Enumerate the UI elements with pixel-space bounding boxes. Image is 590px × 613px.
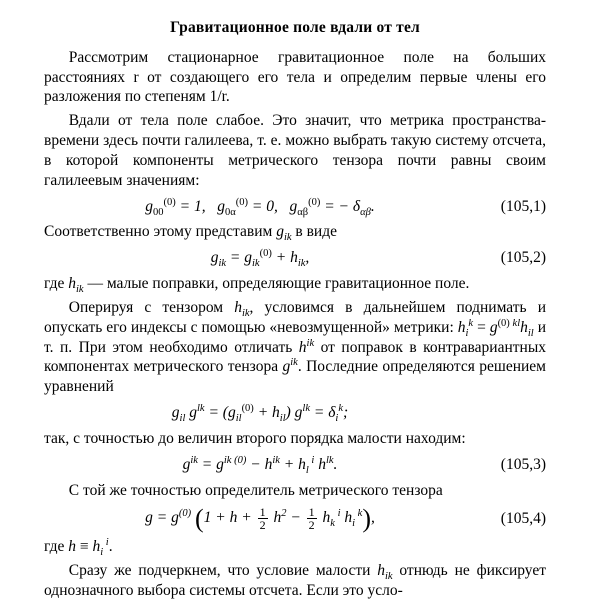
equation-105-4: g = g(0) (1 + h + 12 h2 − 12 hk i hi k),… <box>44 506 546 531</box>
eq-tag: (105,3) <box>476 455 546 475</box>
eq-tag: (105,4) <box>476 509 546 529</box>
equation-105-2: gik = gik(0) + hik, (105,2) <box>44 248 546 268</box>
para-6: так, с точностью до величин второго поря… <box>44 429 546 449</box>
para-2: Вдали от тела поле слабое. Это значит, ч… <box>44 111 546 190</box>
para-3: Соответственно этому представим gik в ви… <box>44 222 546 242</box>
eq-tag: (105,1) <box>476 197 546 217</box>
equation-105-3: gik = gik (0) − hik + hl i hlk. (105,3) <box>44 455 546 475</box>
para-5: Оперируя с тензором hik, условимся в дал… <box>44 298 546 397</box>
eq-tag: (105,2) <box>476 248 546 268</box>
equation-delta: gil glk = (gil(0) + hil) glk = δik; <box>44 403 546 423</box>
para-1: Рассмотрим стационарное гравитационное п… <box>44 48 546 107</box>
para-4: где hik — малые поправки, определяющие г… <box>44 274 546 294</box>
para-7: С той же точностью определитель метричес… <box>44 481 546 501</box>
section-title: Гравитационное поле вдали от тел <box>44 18 546 38</box>
para-8: где h ≡ hi i. <box>44 537 546 557</box>
para-9: Сразу же подчеркнем, что условие малости… <box>44 561 546 601</box>
equation-105-1: g00(0) = 1, g0α(0) = 0, gαβ(0) = − δαβ. … <box>44 197 546 217</box>
